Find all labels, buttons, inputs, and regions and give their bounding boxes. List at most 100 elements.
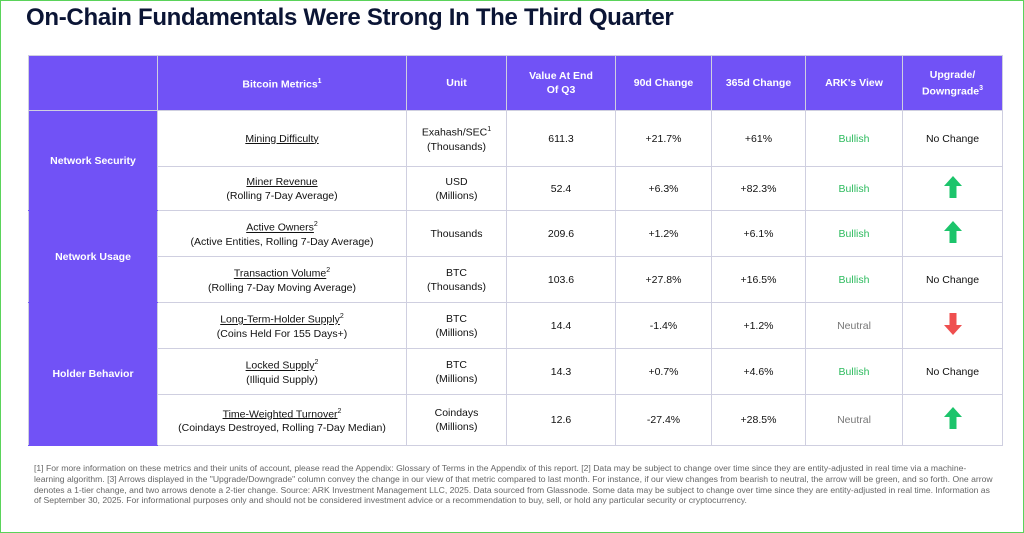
note-mark: 2: [337, 407, 342, 415]
unit-cell: BTC (Millions): [406, 302, 507, 349]
change-365d: +1.2%: [711, 302, 806, 349]
value: 52.4: [506, 166, 616, 211]
view: Bullish: [805, 166, 903, 211]
upgrade: [902, 210, 1003, 257]
metric-cell: Time-Weighted Turnover2 (Coindays Destroy…: [157, 394, 407, 446]
view: Neutral: [805, 302, 903, 349]
metric-cell: Long-Term-Holder Supply2 (Coins Held For …: [157, 302, 407, 349]
unit: BTC: [446, 358, 467, 371]
unit: (Millions): [435, 326, 478, 339]
upgrade: [902, 394, 1003, 446]
change-365d: +28.5%: [711, 394, 806, 446]
note-mark: 2: [326, 267, 331, 275]
detail: (Coins Held For 155 Days+): [216, 327, 348, 340]
unit: (Millions): [435, 372, 478, 385]
unit-cell: Exahash/SEC1 (Thousands): [406, 110, 507, 167]
unit: (Thousands): [427, 280, 486, 293]
header-text: Bitcoin Metrics: [242, 78, 318, 91]
change-90d: -1.4%: [615, 302, 712, 349]
note-mark: 1: [317, 77, 322, 85]
change-365d: +6.1%: [711, 210, 806, 257]
view: Bullish: [805, 110, 903, 167]
group-cell: Holder Behavior: [28, 302, 158, 446]
view: Bullish: [805, 210, 903, 257]
unit-cell: BTC (Millions): [406, 348, 507, 395]
upgrade: [902, 302, 1003, 349]
unit-cell: Coindays (Millions): [406, 394, 507, 446]
row: Network Usage Active Owners2 (Active Enti…: [28, 210, 1003, 303]
metric: Time-Weighted Turnover: [222, 408, 338, 421]
change-365d: +4.6%: [711, 348, 806, 395]
change-90d: -27.4%: [615, 394, 712, 446]
row: Transaction Volume2 (Rolling 7-Day Moving…: [29, 256, 1003, 303]
row: Miner Revenue (Rolling 7-Day Average) USD…: [29, 166, 1003, 211]
row: Locked Supply2 (Illiquid Supply) BTC (Mill…: [29, 348, 1003, 395]
down-arrow: [943, 312, 962, 335]
row: Holder Behavior Long-Term-Holder Supply2…: [28, 302, 1003, 446]
unit: Exahash/SEC: [421, 126, 488, 139]
change-90d: +0.7%: [615, 348, 712, 395]
metric: Mining Difficulty: [245, 132, 319, 145]
metrics-table: Bitcoin Metrics1 Unit Value At End Of Q3…: [28, 55, 1003, 446]
unit: BTC: [446, 266, 467, 279]
metric-cell: Active Owners2 (Active Entities, Rolling …: [157, 210, 407, 257]
metric: Active Owners: [246, 221, 314, 234]
metric: Long-Term-Holder Supply: [220, 313, 340, 326]
up-arrow: [943, 407, 962, 429]
metric-cell: Transaction Volume2 (Rolling 7-Day Moving…: [157, 256, 407, 303]
change-365d: +16.5%: [711, 256, 806, 303]
group-cell: Network Usage: [28, 210, 158, 303]
unit: (Thousands): [427, 140, 486, 153]
detail: (Coindays Destroyed, Rolling 7-Day Media…: [178, 422, 386, 435]
header-text: Upgrade/ Downgrade: [921, 68, 980, 98]
header-row: Bitcoin Metrics1 Unit Value At End Of Q3…: [28, 55, 1003, 111]
metric-cell: Mining Difficulty: [157, 110, 407, 167]
up-arrow: [943, 175, 962, 198]
value: 103.6: [506, 256, 616, 303]
value: 12.6: [506, 394, 616, 446]
note-mark: 2: [313, 221, 318, 229]
unit-cell: BTC (Thousands): [406, 256, 507, 303]
unit-cell: Thousands: [406, 210, 507, 257]
up-arrow: [943, 220, 962, 243]
header-cell: ARK's View: [805, 55, 903, 111]
note-mark: 2: [339, 313, 344, 321]
unit: (Millions): [435, 189, 478, 202]
footnote: [1] For more information on these metric…: [34, 463, 993, 506]
header-cell: Bitcoin Metrics1: [157, 55, 407, 111]
detail: (Rolling 7-Day Average): [226, 189, 338, 202]
change-365d: +82.3%: [711, 166, 806, 211]
upgrade: No Change: [902, 348, 1003, 395]
header-cell: 365d Change: [711, 55, 806, 111]
group-cell: Network Security: [28, 110, 158, 211]
value: 209.6: [506, 210, 616, 257]
upgrade: [902, 166, 1003, 211]
detail: (Active Entities, Rolling 7-Day Average): [190, 235, 374, 248]
change-90d: +1.2%: [615, 210, 712, 257]
change-365d: +61%: [711, 110, 806, 167]
upgrade: No Change: [902, 256, 1003, 303]
note-mark: 2: [314, 359, 319, 367]
unit: BTC: [446, 312, 467, 325]
header-cell: [28, 55, 158, 111]
metric-cell: Locked Supply2 (Illiquid Supply): [157, 348, 407, 395]
view: Bullish: [805, 256, 903, 303]
unit: USD: [445, 175, 468, 188]
unit: Thousands: [430, 227, 483, 240]
unit: Coindays: [434, 407, 479, 419]
change-90d: +6.3%: [615, 166, 712, 211]
detail: (Illiquid Supply): [246, 373, 318, 386]
view: Bullish: [805, 348, 903, 395]
unit-cell: USD (Millions): [406, 166, 507, 211]
row: Time-Weighted Turnover2 (Coindays Destroy…: [29, 394, 1003, 446]
value: 611.3: [506, 110, 616, 167]
header-cell: 90d Change: [615, 55, 712, 111]
title: On-Chain Fundamentals Were Strong In The…: [26, 4, 674, 31]
note-mark: 1: [487, 126, 492, 134]
metric-cell: Miner Revenue (Rolling 7-Day Average): [157, 166, 407, 211]
upgrade: No Change: [902, 110, 1003, 167]
value: 14.3: [506, 348, 616, 395]
header-cell: Value At End Of Q3: [506, 55, 616, 111]
